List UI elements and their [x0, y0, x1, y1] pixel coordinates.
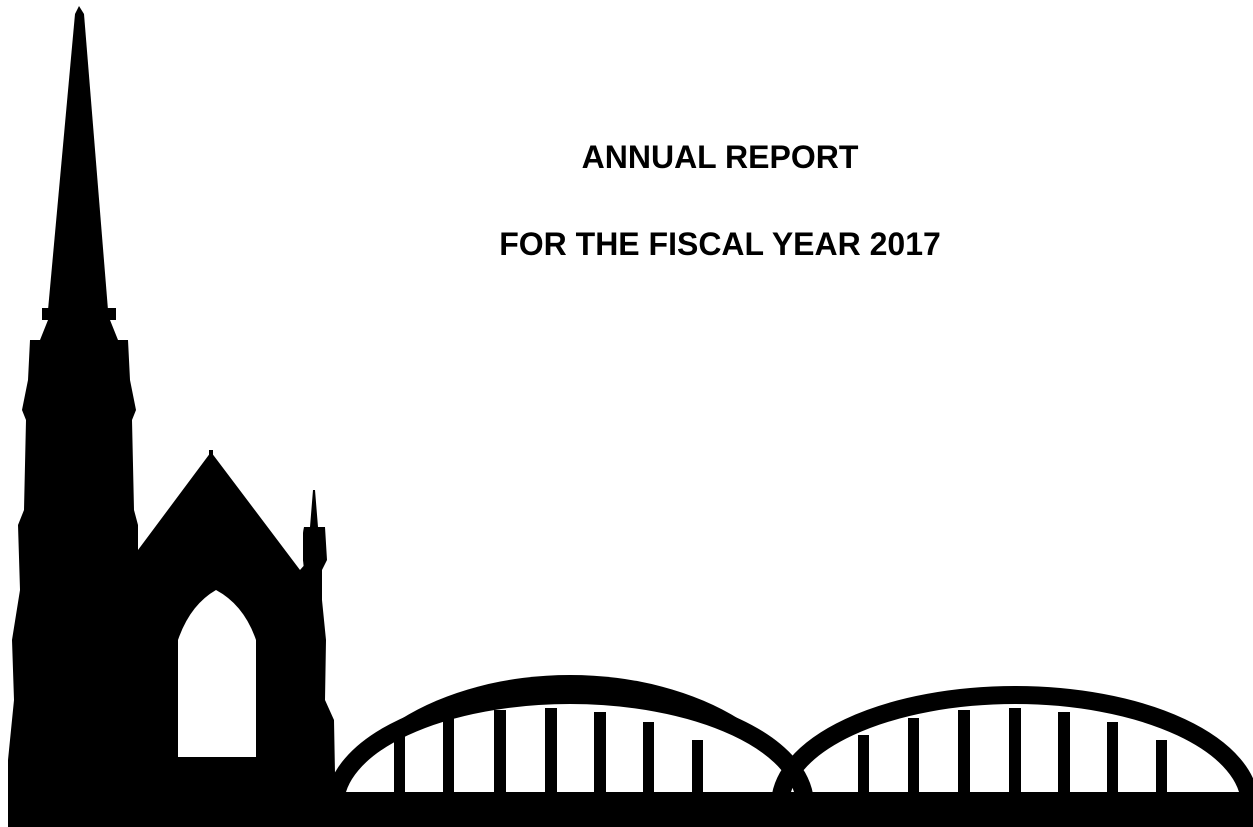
church-silhouette [8, 6, 338, 827]
report-title: ANNUAL REPORT [581, 139, 859, 175]
report-subtitle: FOR THE FISCAL YEAR 2017 [499, 226, 941, 262]
bridge-silhouette [326, 675, 1253, 827]
church-window [178, 590, 256, 757]
